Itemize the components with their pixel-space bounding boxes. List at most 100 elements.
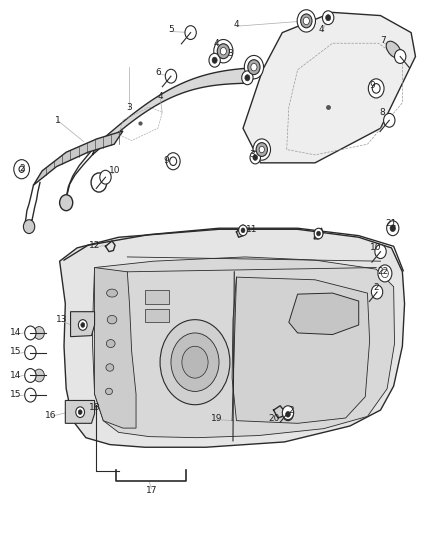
Ellipse shape bbox=[386, 41, 401, 58]
Circle shape bbox=[170, 157, 177, 165]
Text: 18: 18 bbox=[89, 403, 100, 412]
Circle shape bbox=[371, 285, 383, 299]
Circle shape bbox=[25, 326, 36, 340]
Circle shape bbox=[78, 410, 82, 415]
Text: 3: 3 bbox=[127, 102, 132, 111]
Circle shape bbox=[241, 228, 245, 233]
Circle shape bbox=[182, 346, 208, 378]
Text: 3: 3 bbox=[249, 150, 254, 159]
Bar bbox=[145, 290, 169, 304]
Circle shape bbox=[297, 10, 315, 32]
Circle shape bbox=[209, 53, 220, 67]
Text: 6: 6 bbox=[155, 68, 161, 77]
Circle shape bbox=[81, 322, 85, 327]
Circle shape bbox=[19, 166, 24, 172]
Circle shape bbox=[25, 346, 36, 360]
Polygon shape bbox=[232, 277, 370, 423]
Circle shape bbox=[78, 320, 87, 330]
Circle shape bbox=[248, 60, 260, 75]
Circle shape bbox=[34, 327, 44, 340]
Circle shape bbox=[244, 55, 264, 79]
Text: 14: 14 bbox=[10, 371, 21, 380]
Polygon shape bbox=[95, 268, 136, 428]
Circle shape bbox=[314, 228, 323, 239]
Ellipse shape bbox=[106, 340, 115, 348]
Text: 12: 12 bbox=[89, 241, 100, 250]
Circle shape bbox=[390, 225, 396, 231]
Circle shape bbox=[283, 408, 293, 421]
Text: 9: 9 bbox=[164, 156, 170, 165]
Polygon shape bbox=[92, 257, 395, 438]
Circle shape bbox=[166, 153, 180, 169]
Circle shape bbox=[239, 225, 247, 236]
Circle shape bbox=[242, 71, 253, 85]
Circle shape bbox=[387, 221, 399, 236]
Polygon shape bbox=[60, 229, 405, 447]
Circle shape bbox=[34, 369, 44, 382]
Circle shape bbox=[171, 333, 219, 391]
Circle shape bbox=[259, 147, 265, 153]
Circle shape bbox=[303, 17, 309, 25]
Circle shape bbox=[220, 47, 226, 55]
Polygon shape bbox=[65, 400, 95, 423]
Ellipse shape bbox=[106, 388, 113, 394]
Circle shape bbox=[250, 151, 261, 164]
Text: 4: 4 bbox=[319, 26, 325, 35]
Ellipse shape bbox=[106, 364, 114, 371]
Circle shape bbox=[212, 57, 217, 63]
Circle shape bbox=[300, 14, 312, 28]
Circle shape bbox=[286, 411, 290, 417]
Circle shape bbox=[160, 320, 230, 405]
Text: 5: 5 bbox=[168, 26, 174, 35]
Circle shape bbox=[372, 84, 380, 93]
Circle shape bbox=[217, 44, 230, 59]
Text: 14: 14 bbox=[10, 328, 21, 337]
Text: 21: 21 bbox=[386, 220, 397, 229]
Polygon shape bbox=[92, 67, 263, 155]
Circle shape bbox=[253, 155, 258, 160]
Text: 8: 8 bbox=[380, 108, 385, 117]
Text: 3: 3 bbox=[227, 50, 233, 58]
Text: 11: 11 bbox=[246, 225, 258, 234]
Text: 19: 19 bbox=[211, 414, 223, 423]
Ellipse shape bbox=[106, 289, 117, 297]
Polygon shape bbox=[71, 312, 95, 337]
Circle shape bbox=[322, 11, 334, 25]
Circle shape bbox=[91, 173, 107, 192]
Circle shape bbox=[214, 39, 233, 63]
Text: 2: 2 bbox=[20, 164, 25, 173]
Text: 20: 20 bbox=[268, 414, 279, 423]
Circle shape bbox=[378, 265, 392, 282]
Text: 15: 15 bbox=[10, 390, 22, 399]
Text: 15: 15 bbox=[10, 347, 22, 356]
Circle shape bbox=[325, 14, 331, 21]
Text: 4: 4 bbox=[233, 20, 239, 29]
Text: 16: 16 bbox=[45, 411, 57, 420]
Text: 7: 7 bbox=[380, 36, 385, 45]
Circle shape bbox=[317, 231, 321, 236]
Circle shape bbox=[368, 79, 384, 98]
Circle shape bbox=[251, 63, 257, 71]
Circle shape bbox=[165, 69, 177, 83]
Circle shape bbox=[384, 114, 395, 127]
Circle shape bbox=[100, 170, 111, 184]
Circle shape bbox=[76, 407, 85, 417]
Polygon shape bbox=[33, 131, 123, 185]
Text: 1: 1 bbox=[55, 116, 60, 125]
Circle shape bbox=[253, 139, 271, 160]
Circle shape bbox=[245, 75, 250, 81]
Ellipse shape bbox=[107, 316, 117, 324]
Text: 9: 9 bbox=[369, 81, 374, 90]
Bar bbox=[145, 309, 169, 322]
Polygon shape bbox=[243, 12, 416, 163]
Circle shape bbox=[395, 50, 406, 63]
Circle shape bbox=[25, 388, 36, 402]
Text: 10: 10 bbox=[371, 244, 382, 253]
Text: 2: 2 bbox=[288, 406, 294, 415]
Circle shape bbox=[23, 220, 35, 233]
Polygon shape bbox=[289, 293, 359, 335]
Circle shape bbox=[185, 26, 196, 39]
Text: 13: 13 bbox=[56, 315, 67, 324]
Circle shape bbox=[60, 195, 73, 211]
Text: 4: 4 bbox=[214, 39, 219, 48]
